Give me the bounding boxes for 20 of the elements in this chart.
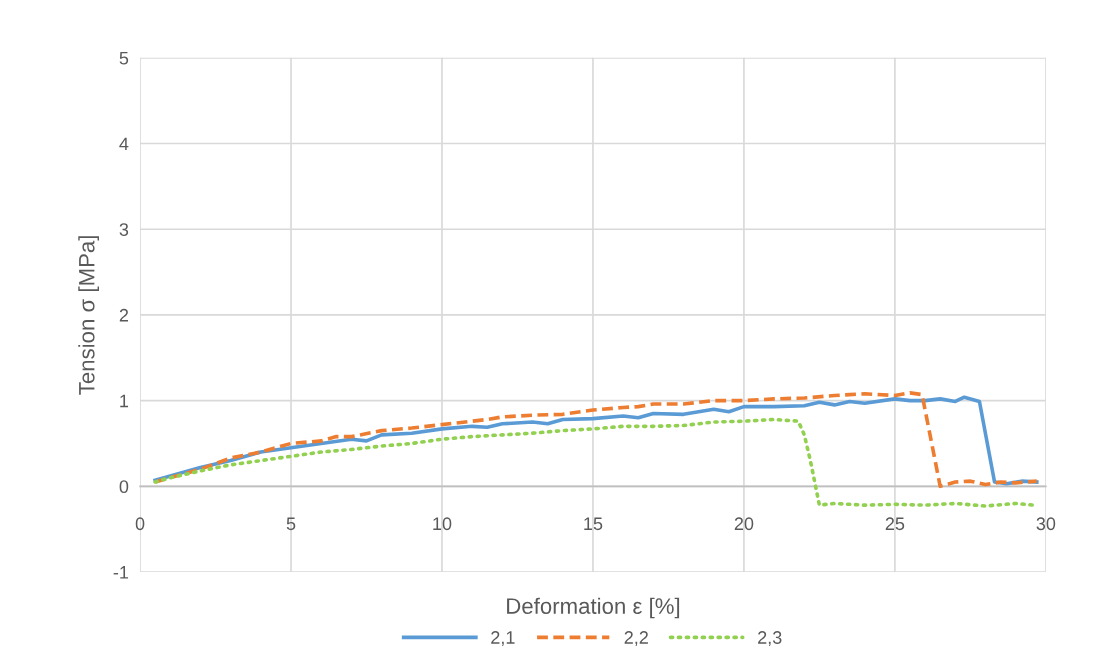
y-axis-title: Tension σ [MPa] [78,236,99,395]
line-series [153,417,1036,508]
x-tick-label: 10 [433,517,452,531]
y-tick-label: -1 [113,566,129,579]
x-tick-label: 5 [286,517,296,531]
y-tick-label: 2 [119,308,129,322]
legend-label: 2,1 [491,631,515,647]
y-tick-label: 3 [119,223,129,236]
x-tick-label: 30 [1036,517,1056,531]
x-tick-label: 0 [135,517,145,531]
y-tick-label: 5 [119,51,129,65]
x-tick-label: 20 [734,517,754,531]
x-tick-label: 25 [885,517,905,531]
x-tick-label: 15 [584,517,603,531]
legend-label: 2,3 [758,631,782,647]
y-tick-label: 4 [119,137,129,151]
x-axis-title: Deformation ε [%] [507,597,680,619]
legend-label: 2,2 [624,631,648,647]
y-tick-label: 1 [120,394,129,408]
y-tick-label: 0 [119,480,129,494]
